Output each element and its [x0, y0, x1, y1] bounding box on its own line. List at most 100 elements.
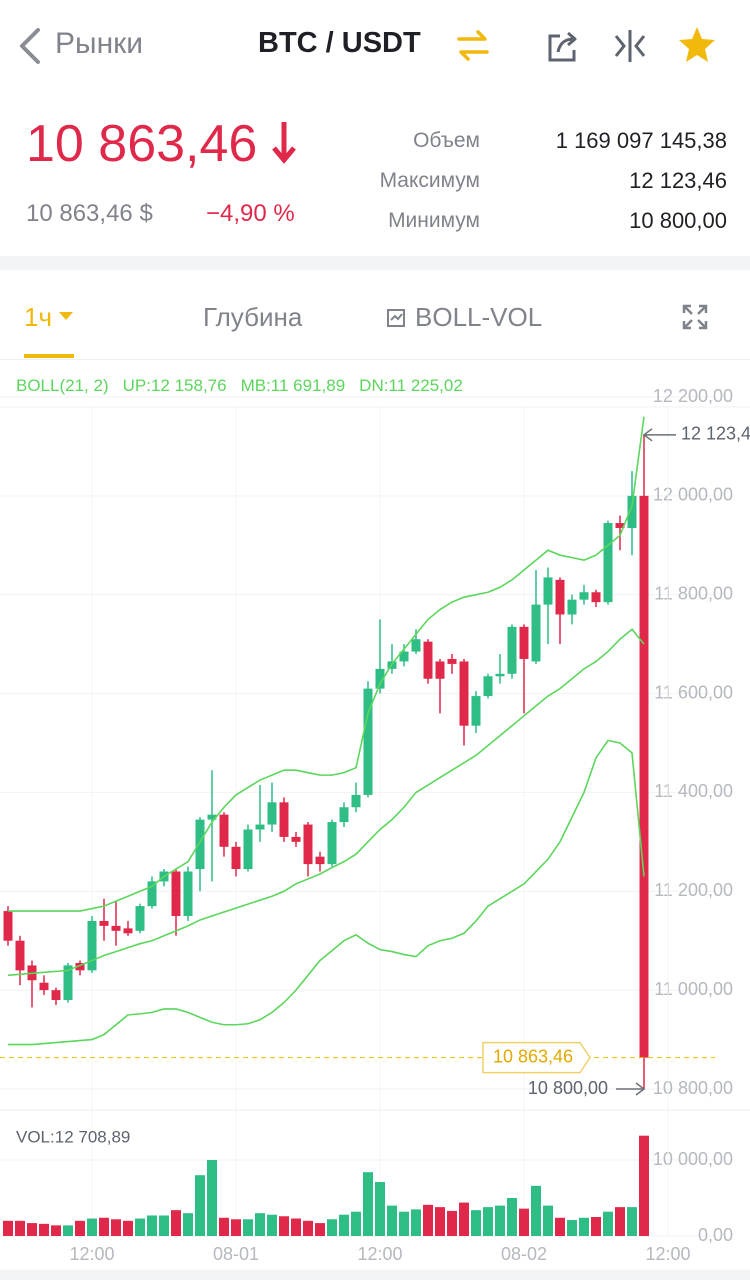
volume-bar [195, 1175, 205, 1236]
y-tick-label: 12 000,00 [653, 485, 733, 505]
swap-icon[interactable] [455, 28, 491, 64]
boll-dn [8, 739, 645, 1046]
candle-body [231, 846, 241, 870]
candle-body [519, 626, 529, 659]
candle-body [99, 920, 109, 926]
share-icon[interactable] [546, 28, 582, 64]
fullscreen-icon[interactable] [682, 304, 708, 330]
candle-body [495, 673, 505, 677]
volume-bar [567, 1220, 577, 1236]
candle-body [471, 696, 481, 726]
dropdown-icon [59, 312, 73, 320]
bottom-bar [0, 1270, 750, 1280]
back-icon[interactable] [14, 26, 44, 66]
volume-bar [63, 1225, 73, 1236]
fiat-price: 10 863,46 $ [26, 200, 153, 227]
volume-bar [183, 1213, 193, 1236]
volume-bar [99, 1217, 109, 1236]
volume-bar [387, 1205, 397, 1236]
stat-value: 12 123,46 [629, 168, 727, 193]
candle-body [447, 658, 457, 664]
volume-label: VOL:12 708,89 [16, 1127, 130, 1146]
volume-bar [375, 1182, 385, 1236]
divider [0, 359, 750, 360]
back-label[interactable]: Рынки [55, 27, 144, 60]
candle-body [255, 824, 265, 830]
candle-body [135, 906, 145, 931]
y-tick-label: 11 400,00 [654, 781, 733, 801]
favorite-icon[interactable] [677, 25, 717, 65]
candle-body [435, 661, 445, 679]
tab-indicator[interactable]: BOLL-VOL [415, 302, 543, 332]
candle-body [627, 495, 637, 528]
boll-value: BOLL(21, 2) [16, 376, 109, 395]
candle-body [363, 688, 373, 795]
volume-bar [639, 1135, 649, 1236]
volume-bar [291, 1218, 301, 1236]
candle-body [195, 819, 205, 870]
volume-bar [27, 1223, 37, 1236]
x-tick-label: 12:00 [69, 1244, 114, 1264]
candle-body [507, 626, 517, 674]
volume-bar [627, 1207, 637, 1236]
y-tick-label: 11 600,00 [654, 682, 733, 702]
current-price-box [482, 1041, 591, 1074]
x-tick-label: 12:00 [645, 1244, 690, 1264]
stat-labels: Объем Максимум Минимум [380, 121, 480, 241]
candle-body [483, 676, 493, 697]
candle-body [123, 928, 133, 934]
last-price: 10 863,46 [26, 115, 258, 173]
candle-body [579, 592, 589, 600]
volume-bar [471, 1210, 481, 1236]
volume-bar [219, 1217, 229, 1236]
volume-bar [507, 1198, 517, 1236]
candle-body [531, 604, 541, 662]
volume-bar [111, 1219, 121, 1236]
volume-bar [243, 1219, 253, 1236]
boll-value: MB:11 691,89 [241, 376, 346, 395]
tab-depth[interactable]: Глубина [203, 302, 303, 332]
chart: 12 200,00 12 000,00 11 800,00 11 600,00 11 4… [0, 376, 750, 1264]
y-tick-label: 11 800,00 [654, 583, 733, 603]
y-tick-label: 11 200,00 [654, 880, 733, 900]
stat-values: 1 169 097 145,38 12 123,46 10 800,00 [556, 121, 727, 241]
tab-interval[interactable]: 1ч [24, 302, 53, 332]
candle-body [15, 940, 25, 971]
candle-body [267, 802, 277, 825]
volume-bar [123, 1220, 133, 1236]
stat-label: Максимум [379, 169, 480, 192]
candle-body [591, 592, 601, 603]
candle-body [411, 639, 421, 652]
candle-body [171, 871, 181, 916]
candle-body [219, 814, 229, 847]
candle-body [63, 965, 73, 1001]
volume-bar [255, 1213, 265, 1236]
volume-bar [495, 1205, 505, 1236]
y-tick-label: 11 000,00 [654, 979, 733, 999]
separator [0, 256, 750, 270]
price-change: −4,90 % [206, 200, 295, 227]
candle-body [207, 814, 217, 820]
compare-icon[interactable] [612, 28, 648, 64]
candle-body [3, 911, 13, 941]
volume-bar [87, 1218, 97, 1236]
candle-body [639, 495, 649, 1058]
y-tick-label: 12 200,00 [653, 386, 733, 406]
candle-body [399, 651, 409, 662]
stat-value: 1 169 097 145,38 [555, 128, 727, 153]
boll-mb [7, 628, 645, 977]
volume-bar [435, 1207, 445, 1236]
candle-body [567, 599, 577, 615]
candle-body [291, 836, 301, 842]
candle-body [327, 822, 337, 865]
volume-bar [399, 1211, 409, 1236]
candle-body [75, 962, 85, 971]
boll-value: UP:12 158,76 [123, 376, 227, 395]
volume-bar [207, 1160, 217, 1236]
volume-bar [75, 1220, 85, 1236]
volume-bar [363, 1172, 373, 1236]
candle-body [303, 824, 313, 865]
candle-body [315, 856, 325, 865]
volume-bar [267, 1214, 277, 1236]
volume-bar [411, 1209, 421, 1236]
